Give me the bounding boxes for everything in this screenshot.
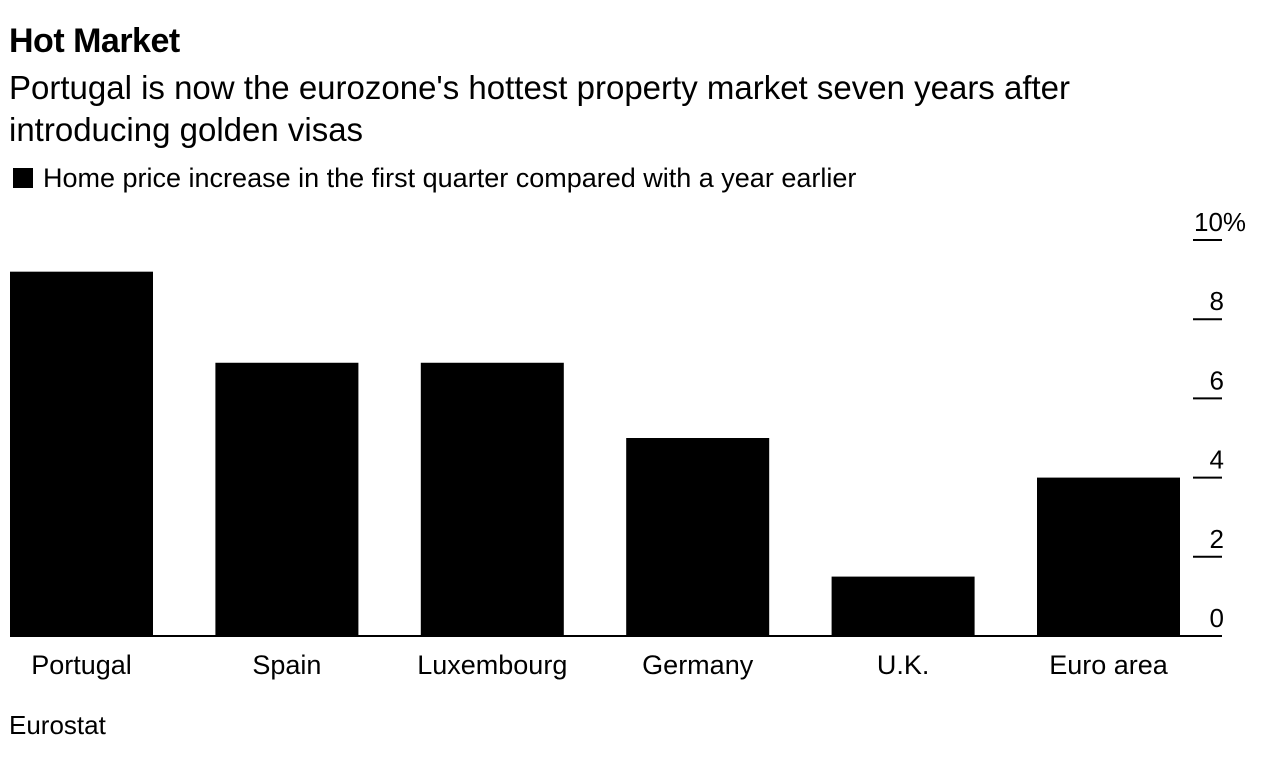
- legend: Home price increase in the first quarter…: [13, 162, 856, 194]
- x-tick-label: Euro area: [1049, 650, 1169, 680]
- y-tick-label: 2: [1210, 524, 1224, 554]
- legend-label: Home price increase in the first quarter…: [43, 162, 857, 193]
- bar-germany: [626, 438, 770, 636]
- y-tick-label: 10%: [1194, 207, 1246, 237]
- bar-u-k: [831, 576, 975, 636]
- bar-portugal: [10, 271, 153, 636]
- bar-euro-area: [1037, 477, 1180, 636]
- y-axis: 0 2 4 6 8 10%: [1193, 207, 1246, 633]
- legend-swatch: [13, 168, 33, 188]
- chart-title: Hot Market: [9, 22, 180, 60]
- bar-luxembourg: [420, 362, 564, 636]
- bars-group: [10, 271, 1180, 636]
- x-tick-label: Germany: [642, 650, 754, 680]
- chart-subtitle: Portugal is now the eurozone's hottest p…: [9, 69, 1071, 148]
- y-tick-label: 0: [1210, 603, 1224, 633]
- x-axis-labels: Portugal Spain Luxembourg Germany U.K. Euro a…: [31, 650, 1169, 680]
- x-tick-label: Spain: [252, 650, 321, 680]
- x-tick-label: U.K.: [877, 650, 930, 680]
- x-tick-label: Luxembourg: [417, 650, 567, 680]
- bar-spain: [215, 362, 359, 636]
- x-tick-label: Portugal: [31, 650, 132, 680]
- source-note: Eurostat: [9, 710, 106, 740]
- y-tick-label: 4: [1210, 445, 1224, 475]
- y-tick-label: 6: [1210, 365, 1224, 395]
- y-tick-label: 8: [1210, 286, 1224, 316]
- bar-chart: 0 2 4 6 8 10% Portugal Spain Luxembourg Germany U…: [10, 207, 1246, 680]
